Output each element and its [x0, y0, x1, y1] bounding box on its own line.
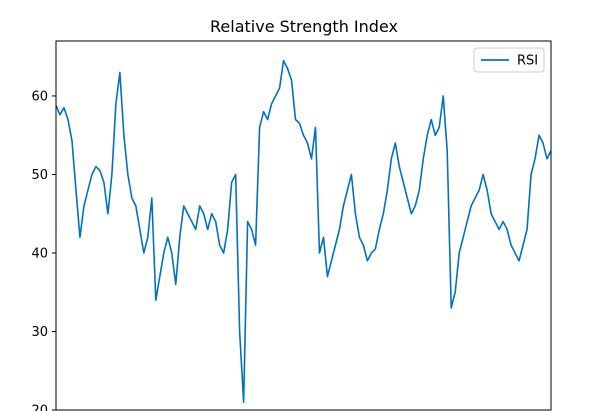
plot-area: [56, 59, 551, 403]
y-tick-label: 20: [31, 404, 48, 411]
y-tick-label: 60: [31, 89, 48, 104]
y-tick-label: 30: [31, 325, 48, 340]
series-line-rsi: [56, 59, 551, 403]
y-tick-label: 40: [31, 246, 48, 261]
legend: RSI: [473, 47, 545, 73]
chart-title: Relative Strength Index: [210, 17, 398, 36]
axes-frame: [55, 40, 552, 411]
legend-label: RSI: [517, 54, 538, 69]
axes: 20 30 40 50 60: [31, 40, 552, 411]
y-tick-label: 50: [31, 168, 48, 183]
